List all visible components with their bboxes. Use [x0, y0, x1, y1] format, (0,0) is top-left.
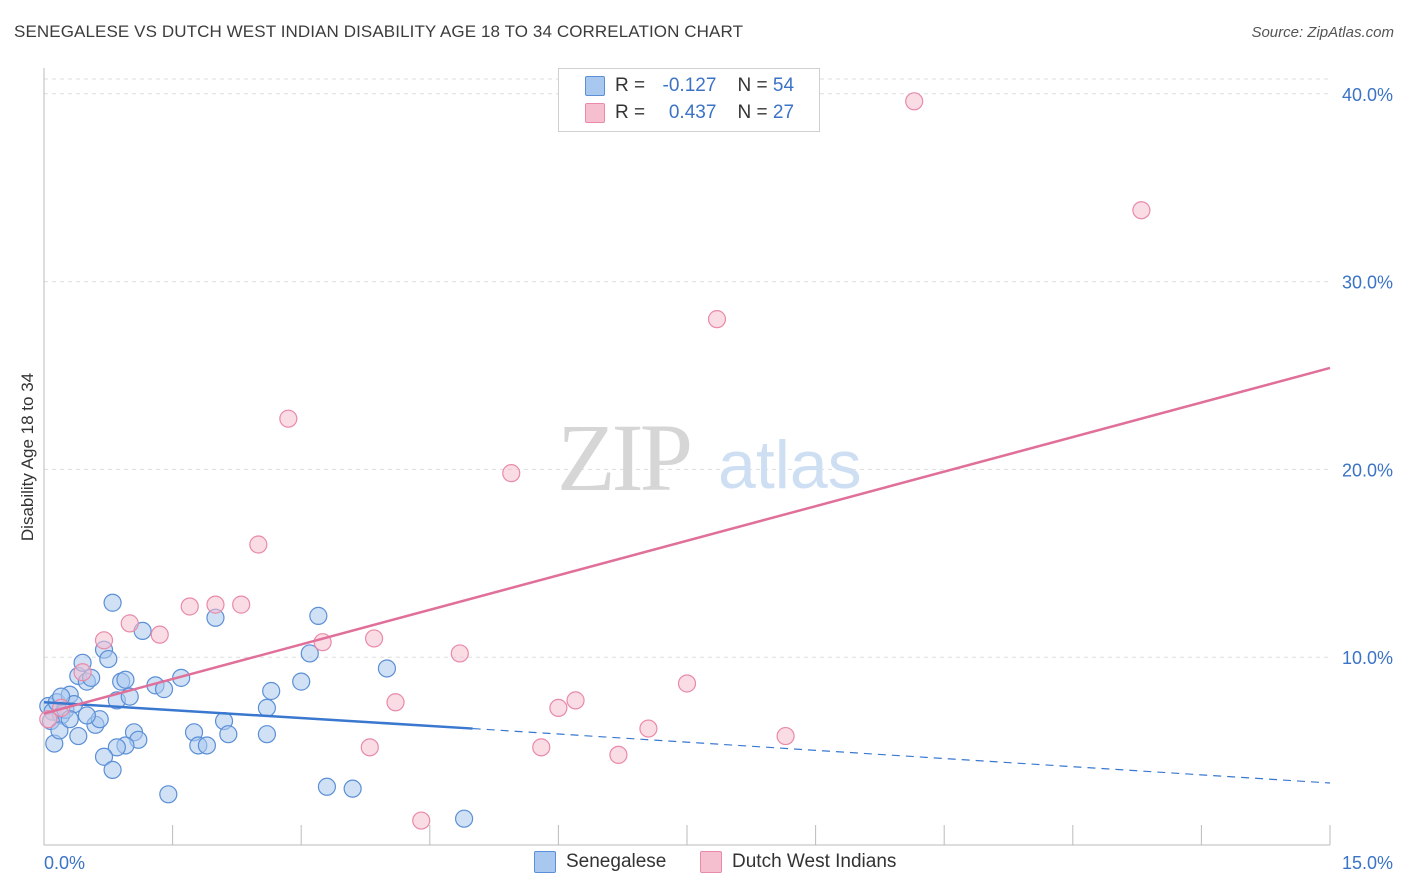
- legend-r-value: -0.127: [662, 75, 717, 96]
- source-label: Source: ZipAtlas.com: [1251, 24, 1394, 41]
- series-legend-senegalese[interactable]: Senegalese: [534, 851, 666, 873]
- dutch-west-indian-point: [150, 625, 169, 644]
- dutch-west-indian-point: [232, 595, 251, 614]
- senegalese-point: [219, 725, 238, 744]
- senegalese-point: [77, 706, 96, 725]
- senegalese-point: [257, 698, 277, 718]
- x-tick-label: 0.0%: [44, 853, 85, 873]
- dutch-west-indian-point: [566, 691, 585, 710]
- legend-r-value: 0.437: [668, 102, 717, 123]
- dutch-west-indian-point: [532, 738, 551, 757]
- senegalese-point: [300, 644, 319, 663]
- correlation-legend: R = -0.127 N = 54 R = 0.437 N = 27: [558, 68, 820, 132]
- senegalese-point: [107, 738, 126, 757]
- watermark-zip: ZIP: [557, 404, 690, 511]
- senegalese-point: [94, 747, 114, 766]
- y-tick-label: 20.0%: [1342, 460, 1393, 480]
- senegalese-point: [377, 659, 397, 678]
- legend-swatch-blue: [585, 76, 605, 96]
- dutch-west-indian-point: [386, 693, 405, 712]
- dutch-west-indian-point: [609, 745, 628, 764]
- senegalese-point: [116, 670, 135, 689]
- series-swatch-blue: [534, 851, 556, 873]
- dutch-west-indian-point: [776, 726, 795, 746]
- series-label: Dutch West Indians: [732, 851, 897, 872]
- legend-row-dutch-west-indians: R = 0.437 N = 27: [585, 100, 794, 126]
- series-label: Senegalese: [566, 851, 667, 872]
- senegalese-point: [103, 760, 122, 779]
- dutch-west-indian-point: [73, 663, 92, 682]
- legend-r-label: R =: [615, 75, 646, 96]
- senegalese-point: [343, 779, 362, 798]
- senegalese-point: [309, 606, 328, 625]
- dutch-west-indian-trend-line: [43, 366, 1331, 715]
- dutch-west-indian-point: [639, 719, 658, 738]
- legend-n-value: 27: [772, 102, 795, 123]
- watermark-atlas: atlas: [718, 427, 862, 503]
- x-tick-label: 15.0%: [1342, 853, 1393, 873]
- dutch-west-indian-point: [502, 464, 521, 483]
- dutch-west-indian-point: [360, 738, 379, 757]
- senegalese-trend-line: [43, 701, 473, 730]
- dutch-west-indian-point: [549, 698, 568, 718]
- senegalese-point: [99, 649, 118, 669]
- legend-n-label: N =: [737, 102, 768, 123]
- senegalese-trend-extension: [472, 727, 1331, 784]
- senegalese-point: [69, 726, 88, 746]
- dutch-west-indian-point: [39, 710, 58, 729]
- senegalese-point: [50, 721, 69, 740]
- legend-n-label: N =: [737, 75, 768, 96]
- dutch-west-indian-point: [905, 92, 924, 111]
- dutch-west-indian-point: [249, 535, 268, 554]
- dutch-west-indian-point: [94, 631, 114, 650]
- y-tick-label: 30.0%: [1342, 273, 1393, 293]
- dutch-west-indian-point: [364, 629, 384, 648]
- dutch-west-indian-point: [450, 644, 469, 663]
- dutch-west-indian-point: [707, 310, 727, 329]
- senegalese-point: [454, 809, 474, 828]
- series-legend-dutch-west-indians[interactable]: Dutch West Indians: [700, 851, 896, 873]
- y-tick-label: 10.0%: [1342, 648, 1393, 668]
- legend-n-value: 54: [772, 75, 795, 96]
- senegalese-point: [292, 672, 311, 691]
- legend-swatch-pink: [585, 103, 605, 123]
- dutch-west-indian-point: [180, 597, 199, 616]
- dutch-west-indian-point: [206, 595, 225, 614]
- senegalese-point: [262, 681, 281, 701]
- legend-row-senegalese: R = -0.127 N = 54: [585, 73, 794, 99]
- dutch-west-indian-point: [120, 614, 139, 633]
- series-swatch-pink: [700, 851, 722, 873]
- y-tick-label: 40.0%: [1342, 85, 1393, 105]
- senegalese-point: [257, 725, 277, 744]
- senegalese-point: [317, 777, 337, 796]
- y-axis-label: Disability Age 18 to 34: [18, 373, 37, 541]
- chart-title: SENEGALESE VS DUTCH WEST INDIAN DISABILI…: [14, 22, 744, 41]
- dutch-west-indian-point: [412, 811, 431, 830]
- dutch-west-indian-point: [677, 674, 697, 693]
- series-legend: Senegalese Dutch West Indians: [0, 851, 1406, 877]
- dutch-west-indian-point: [279, 409, 298, 428]
- senegalese-point: [103, 593, 122, 612]
- dutch-west-indian-point: [1132, 201, 1151, 220]
- senegalese-point: [159, 785, 178, 804]
- legend-r-label: R =: [615, 102, 646, 123]
- senegalese-point: [197, 736, 216, 755]
